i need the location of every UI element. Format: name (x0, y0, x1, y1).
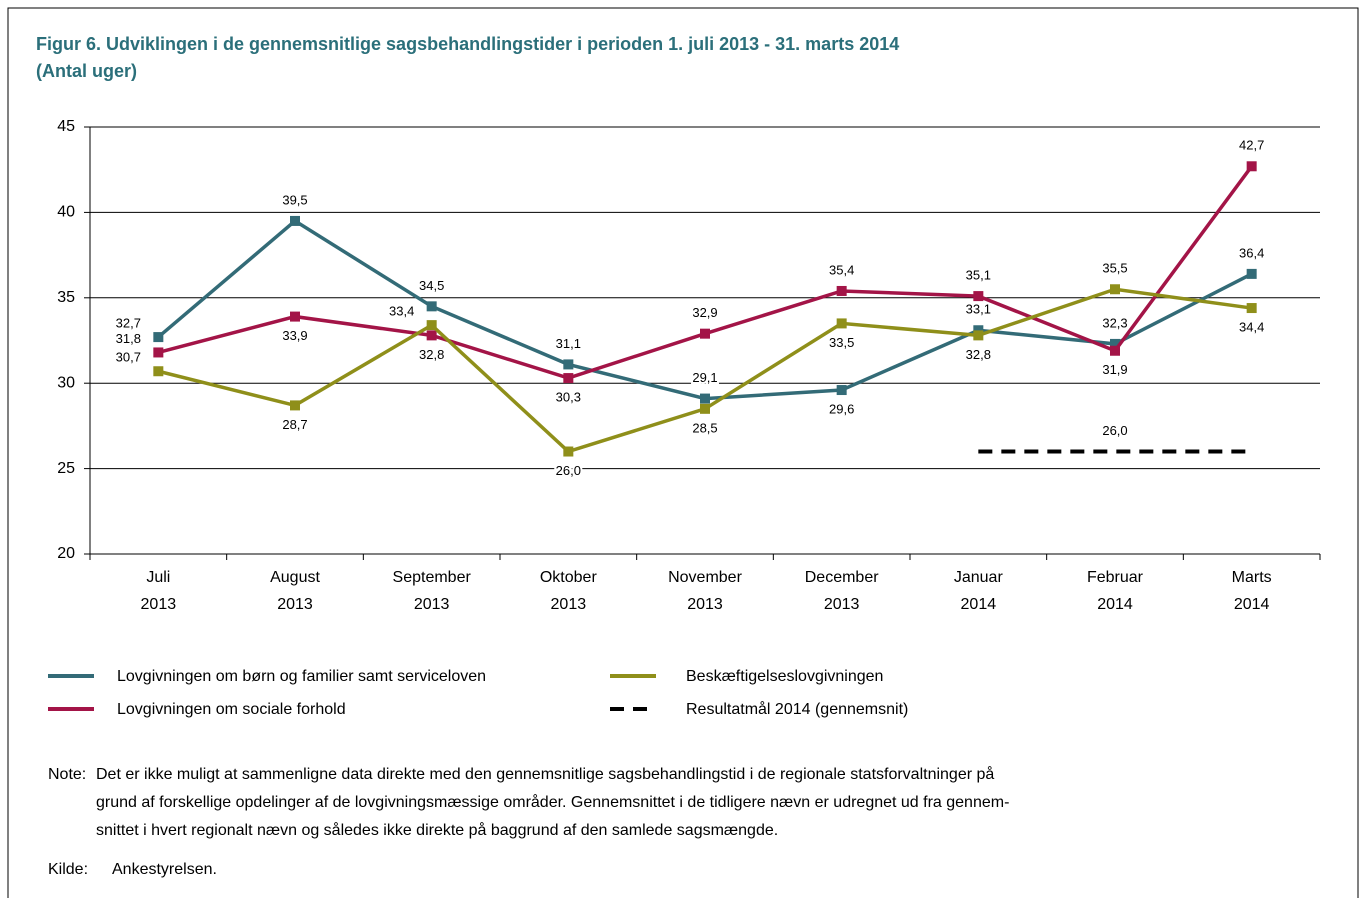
x-tick-label: 2013 (414, 596, 450, 613)
x-tick-label: 2013 (824, 596, 860, 613)
note-label: Note: (48, 766, 86, 783)
marker (426, 330, 437, 341)
marker (426, 320, 437, 331)
x-tick-label: Oktober (540, 569, 598, 586)
data-label: 32,8 (419, 347, 444, 362)
marker (153, 332, 164, 343)
note-line: grund af forskellige opdelinger af de lo… (96, 793, 1009, 811)
y-tick-label: 35 (57, 289, 75, 306)
x-tick-label: Juli (146, 569, 170, 586)
x-tick-label: 2013 (141, 596, 177, 613)
x-tick-label: Marts (1232, 569, 1272, 586)
data-label: 30,7 (116, 350, 141, 365)
x-tick-label: 2014 (1234, 596, 1270, 613)
legend-label: Beskæftigelseslovgivningen (686, 668, 883, 685)
x-tick-label: September (393, 569, 472, 586)
data-label: 32,8 (966, 347, 991, 362)
x-tick-label: Januar (954, 569, 1004, 586)
data-label: 34,5 (419, 278, 444, 293)
x-tick-label: 2014 (1097, 596, 1133, 613)
legend-label: Lovgivningen om børn og familier samt se… (117, 668, 486, 685)
data-label: 34,4 (1239, 319, 1264, 334)
data-label: 29,1 (692, 370, 717, 385)
data-label: 31,1 (556, 336, 581, 351)
x-tick-label: 2013 (551, 596, 587, 613)
marker (973, 325, 984, 336)
data-label: 31,9 (1102, 362, 1127, 377)
data-label: 39,5 (282, 192, 307, 207)
marker (1110, 284, 1120, 295)
x-tick-label: 2013 (687, 596, 723, 613)
y-tick-label: 40 (57, 204, 75, 221)
x-tick-label: November (668, 569, 742, 586)
y-tick-label: 25 (57, 460, 75, 477)
legend-label: Resultatmål 2014 (gennemsnit) (686, 700, 908, 718)
data-label: 33,4 (389, 304, 414, 319)
marker (290, 400, 300, 411)
data-label: 33,9 (282, 328, 307, 343)
y-tick-label: 30 (57, 374, 75, 391)
x-tick-label: December (805, 569, 879, 586)
data-label: 32,3 (1102, 315, 1127, 330)
data-label: 42,7 (1239, 138, 1264, 153)
marker (700, 403, 710, 414)
marker (1110, 345, 1120, 356)
marker (1110, 338, 1120, 349)
marker (700, 328, 710, 339)
y-tick-label: 20 (57, 545, 75, 562)
marker (563, 373, 574, 384)
data-label: 26,0 (1102, 423, 1127, 438)
x-tick-label: 2014 (961, 596, 997, 613)
marker (563, 359, 574, 370)
data-label: 35,5 (1102, 261, 1127, 276)
marker (1246, 303, 1257, 314)
data-label: 28,7 (282, 417, 307, 432)
marker (973, 291, 984, 302)
marker (563, 446, 574, 457)
note-line: Det er ikke muligt at sammenligne data d… (96, 765, 994, 783)
marker (290, 215, 300, 226)
data-label: 26,0 (556, 463, 581, 478)
marker (426, 301, 437, 312)
data-label: 33,1 (966, 302, 991, 317)
data-label: 29,6 (829, 401, 854, 416)
source-text: Ankestyrelsen. (112, 861, 217, 878)
marker (153, 347, 164, 358)
marker (973, 330, 984, 341)
marker (153, 366, 164, 377)
marker (836, 318, 847, 329)
x-tick-label: 2013 (277, 596, 313, 613)
data-label: 28,5 (692, 420, 717, 435)
data-label: 30,3 (556, 390, 581, 405)
marker (700, 393, 710, 404)
data-label: 32,9 (692, 305, 717, 320)
marker (1246, 161, 1257, 172)
data-label: 35,4 (829, 262, 854, 277)
data-label: 33,5 (829, 335, 854, 350)
note-line: snittet i hvert regionalt nævn og sålede… (96, 821, 778, 839)
chart-title: Figur 6. Udviklingen i de gennemsnitlige… (36, 34, 899, 54)
x-tick-label: Februar (1087, 569, 1144, 586)
source-label: Kilde: (48, 861, 88, 878)
data-label: 36,4 (1239, 245, 1264, 260)
marker (290, 311, 300, 322)
legend-label: Lovgivningen om sociale forhold (117, 701, 346, 718)
data-label: 35,1 (966, 268, 991, 283)
frame (7, 7, 1359, 898)
marker (1246, 268, 1257, 279)
marker (836, 385, 847, 396)
x-tick-label: August (270, 569, 320, 586)
data-label: 32,7 (116, 316, 141, 331)
chart-subtitle: (Antal uger) (36, 61, 137, 81)
marker (836, 285, 847, 296)
series-line (157, 165, 1254, 380)
data-label: 31,8 (116, 331, 141, 346)
y-tick-label: 45 (57, 118, 75, 135)
